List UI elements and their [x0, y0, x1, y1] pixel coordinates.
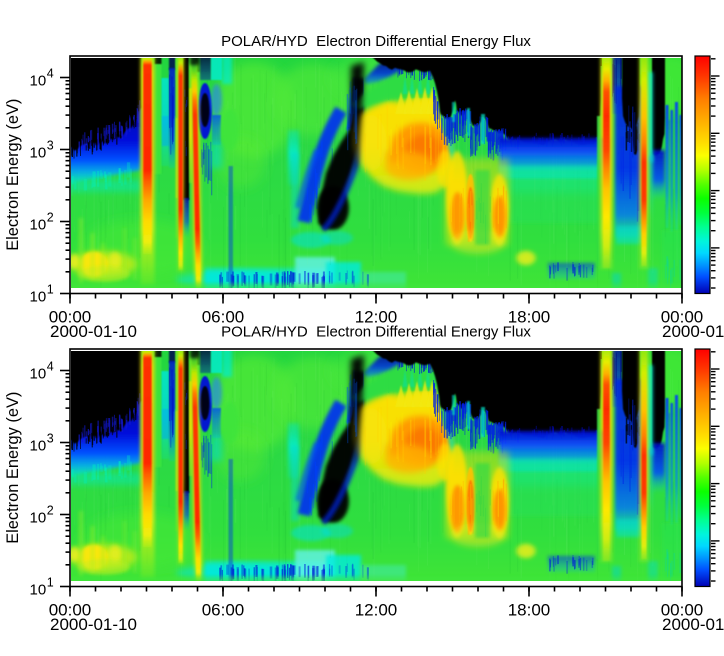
svg-text:10: 10: [30, 365, 47, 382]
svg-text:1: 1: [47, 575, 54, 589]
svg-text:2000-01-10: 2000-01-10: [50, 322, 137, 341]
svg-text:1: 1: [47, 282, 54, 296]
svg-text:00:00: 00:00: [49, 308, 92, 327]
svg-text:Electron Energy (eV): Electron Energy (eV): [4, 99, 22, 251]
svg-text:POLAR/HYD Electron Differenti: POLAR/HYD Electron Differential Energy F…: [221, 33, 531, 50]
svg-text:2000-01-11: 2000-01-11: [662, 615, 724, 634]
svg-text:00:00: 00:00: [49, 601, 92, 620]
svg-text:2000-01-10: 2000-01-10: [50, 615, 137, 634]
svg-text:3: 3: [47, 431, 54, 445]
svg-text:00:00: 00:00: [661, 308, 704, 327]
svg-text:10: 10: [30, 144, 47, 161]
svg-text:2000-01-11: 2000-01-11: [662, 322, 724, 341]
svg-text:18:00: 18:00: [508, 308, 551, 327]
svg-text:2: 2: [47, 210, 54, 224]
svg-text:Electron Energy (eV): Electron Energy (eV): [4, 392, 22, 544]
svg-text:10: 10: [30, 509, 47, 526]
svg-text:4: 4: [47, 359, 54, 373]
svg-text:12:00: 12:00: [355, 308, 398, 327]
svg-text:10: 10: [30, 437, 47, 454]
svg-text:06:00: 06:00: [202, 601, 245, 620]
svg-text:2: 2: [47, 503, 54, 517]
svg-text:POLAR/HYD Electron Differenti: POLAR/HYD Electron Differential Energy F…: [221, 324, 531, 341]
svg-text:18:00: 18:00: [508, 601, 551, 620]
svg-text:3: 3: [47, 138, 54, 152]
svg-text:10: 10: [30, 216, 47, 233]
svg-text:4: 4: [47, 66, 54, 80]
svg-text:12:00: 12:00: [355, 601, 398, 620]
svg-text:06:00: 06:00: [202, 308, 245, 327]
svg-text:10: 10: [30, 288, 47, 305]
svg-text:00:00: 00:00: [661, 601, 704, 620]
svg-text:10: 10: [30, 72, 47, 89]
svg-text:10: 10: [30, 581, 47, 598]
